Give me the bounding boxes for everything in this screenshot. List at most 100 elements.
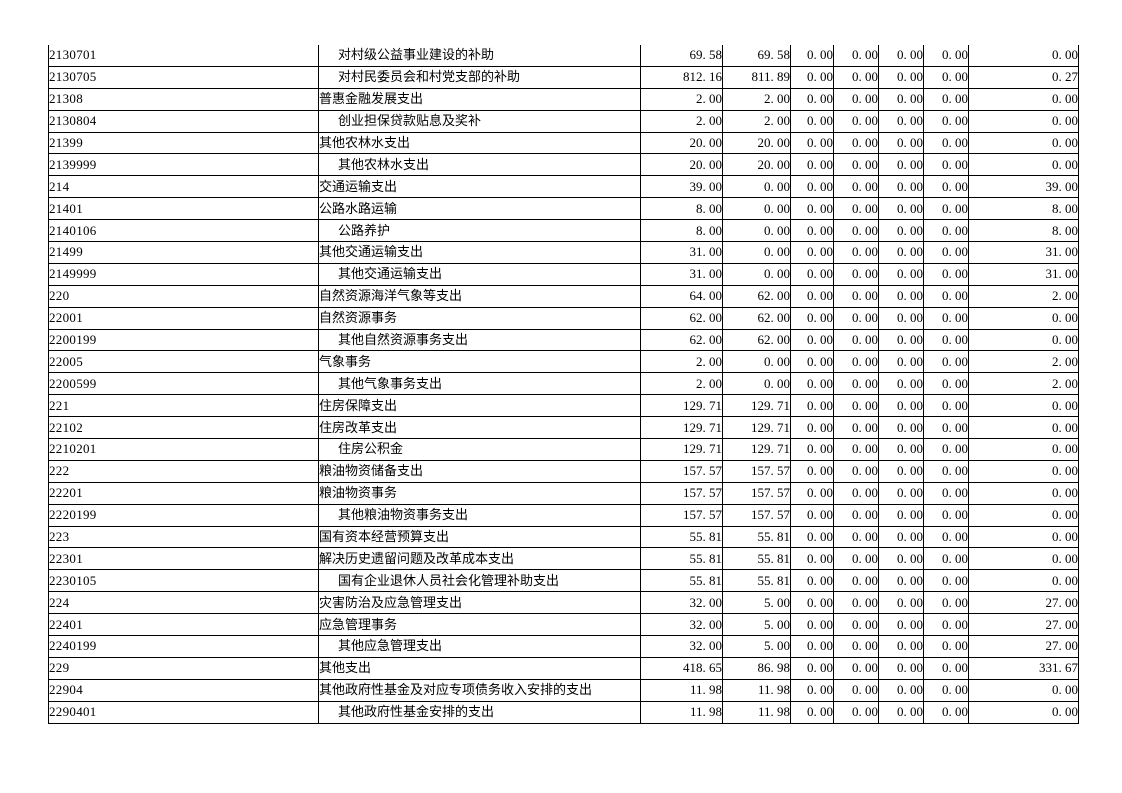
description-cell: 普惠金融发展支出 [318, 87, 641, 111]
value-cell: 0. 00 [790, 459, 834, 483]
value-cell: 0. 00 [968, 306, 1079, 330]
code-cell: 2230105 [48, 569, 319, 593]
value-cell: 27. 00 [968, 613, 1079, 637]
description-cell: 创业担保贷款贴息及奖补 [318, 109, 641, 133]
code-cell: 2220199 [48, 503, 319, 527]
value-cell: 0. 00 [790, 175, 834, 199]
value-cell: 0. 00 [923, 306, 969, 330]
table-row: 2200199 其他自然资源事务支出 62. 00 62. 00 0. 00 0… [48, 328, 1079, 352]
value-cell: 0. 00 [923, 197, 969, 221]
value-cell: 0. 00 [722, 350, 791, 374]
value-cell: 0. 00 [968, 547, 1079, 571]
value-cell: 0. 00 [923, 284, 969, 308]
value-cell: 0. 00 [833, 241, 879, 264]
value-cell: 0. 00 [833, 613, 879, 637]
value-cell: 0. 00 [878, 438, 924, 461]
value-cell: 0. 00 [790, 328, 834, 352]
value-cell: 0. 00 [790, 394, 834, 418]
value-cell: 0. 00 [790, 678, 834, 702]
value-cell: 0. 00 [968, 459, 1079, 483]
value-cell: 0. 00 [923, 656, 969, 680]
value-cell: 0. 00 [923, 394, 969, 418]
value-cell: 0. 00 [833, 700, 879, 724]
value-cell: 0. 00 [833, 87, 879, 111]
code-cell: 2130701 [48, 45, 319, 67]
code-cell: 2130705 [48, 65, 319, 89]
table-row: 22005 气象事务 2. 00 0. 00 0. 00 0. 00 0. 00… [48, 350, 1079, 374]
value-cell: 0. 00 [833, 153, 879, 177]
value-cell: 0. 00 [878, 547, 924, 571]
table-row: 222 粮油物资储备支出 157. 57 157. 57 0. 00 0. 00… [48, 459, 1079, 483]
code-cell: 224 [48, 591, 319, 615]
value-cell: 55. 81 [722, 547, 791, 571]
value-cell: 0. 00 [878, 656, 924, 680]
value-cell: 39. 00 [968, 175, 1079, 199]
value-cell: 11. 98 [640, 678, 723, 702]
value-cell: 0. 00 [878, 700, 924, 724]
value-cell: 0. 00 [968, 394, 1079, 418]
code-cell: 2210201 [48, 438, 319, 461]
value-cell: 0. 00 [878, 613, 924, 637]
value-cell: 0. 00 [833, 350, 879, 374]
value-cell: 0. 27 [968, 65, 1079, 89]
value-cell: 8. 00 [968, 219, 1079, 243]
value-cell: 157. 57 [640, 481, 723, 505]
value-cell: 0. 00 [833, 65, 879, 89]
value-cell: 27. 00 [968, 591, 1079, 615]
code-cell: 2200199 [48, 328, 319, 352]
value-cell: 0. 00 [790, 306, 834, 330]
table-row: 214 交通运输支出 39. 00 0. 00 0. 00 0. 00 0. 0… [48, 175, 1079, 199]
value-cell: 0. 00 [878, 65, 924, 89]
value-cell: 0. 00 [790, 219, 834, 243]
value-cell: 8. 00 [968, 197, 1079, 221]
value-cell: 62. 00 [640, 328, 723, 352]
code-cell: 22005 [48, 350, 319, 374]
value-cell: 0. 00 [923, 109, 969, 133]
value-cell: 0. 00 [923, 481, 969, 505]
value-cell: 0. 00 [722, 175, 791, 199]
value-cell: 2. 00 [640, 372, 723, 396]
value-cell: 0. 00 [790, 45, 834, 67]
table-row: 22102 住房改革支出 129. 71 129. 71 0. 00 0. 00… [48, 416, 1079, 440]
value-cell: 0. 00 [923, 635, 969, 658]
value-cell: 0. 00 [923, 613, 969, 637]
code-cell: 22001 [48, 306, 319, 330]
value-cell: 0. 00 [790, 656, 834, 680]
value-cell: 811. 89 [722, 65, 791, 89]
description-cell: 住房改革支出 [318, 416, 641, 440]
value-cell: 0. 00 [790, 153, 834, 177]
value-cell: 0. 00 [833, 284, 879, 308]
value-cell: 20. 00 [640, 153, 723, 177]
description-cell: 其他农林水支出 [318, 153, 641, 177]
value-cell: 0. 00 [968, 700, 1079, 724]
description-cell: 粮油物资储备支出 [318, 459, 641, 483]
table-row: 2230105 国有企业退休人员社会化管理补助支出 55. 81 55. 81 … [48, 569, 1079, 593]
value-cell: 0. 00 [833, 481, 879, 505]
value-cell: 0. 00 [790, 525, 834, 549]
description-cell: 其他政府性基金及对应专项债务收入安排的支出 [318, 678, 641, 702]
value-cell: 0. 00 [968, 569, 1079, 593]
value-cell: 0. 00 [833, 328, 879, 352]
code-cell: 22201 [48, 481, 319, 505]
code-cell: 220 [48, 284, 319, 308]
description-cell: 国有资本经营预算支出 [318, 525, 641, 549]
value-cell: 0. 00 [923, 547, 969, 571]
value-cell: 2. 00 [640, 109, 723, 133]
description-cell: 其他应急管理支出 [318, 635, 641, 658]
value-cell: 0. 00 [923, 328, 969, 352]
value-cell: 0. 00 [722, 241, 791, 264]
value-cell: 0. 00 [923, 569, 969, 593]
value-cell: 129. 71 [722, 394, 791, 418]
value-cell: 0. 00 [923, 700, 969, 724]
value-cell: 2. 00 [640, 87, 723, 111]
value-cell: 0. 00 [790, 197, 834, 221]
description-cell: 其他农林水支出 [318, 131, 641, 155]
value-cell: 0. 00 [833, 109, 879, 133]
value-cell: 31. 00 [968, 241, 1079, 264]
code-cell: 2130804 [48, 109, 319, 133]
description-cell: 自然资源海洋气象等支出 [318, 284, 641, 308]
table-row: 2130705 对村民委员会和村党支部的补助 812. 16 811. 89 0… [48, 65, 1079, 89]
value-cell: 2. 00 [722, 87, 791, 111]
description-cell: 应急管理事务 [318, 613, 641, 637]
value-cell: 0. 00 [833, 569, 879, 593]
